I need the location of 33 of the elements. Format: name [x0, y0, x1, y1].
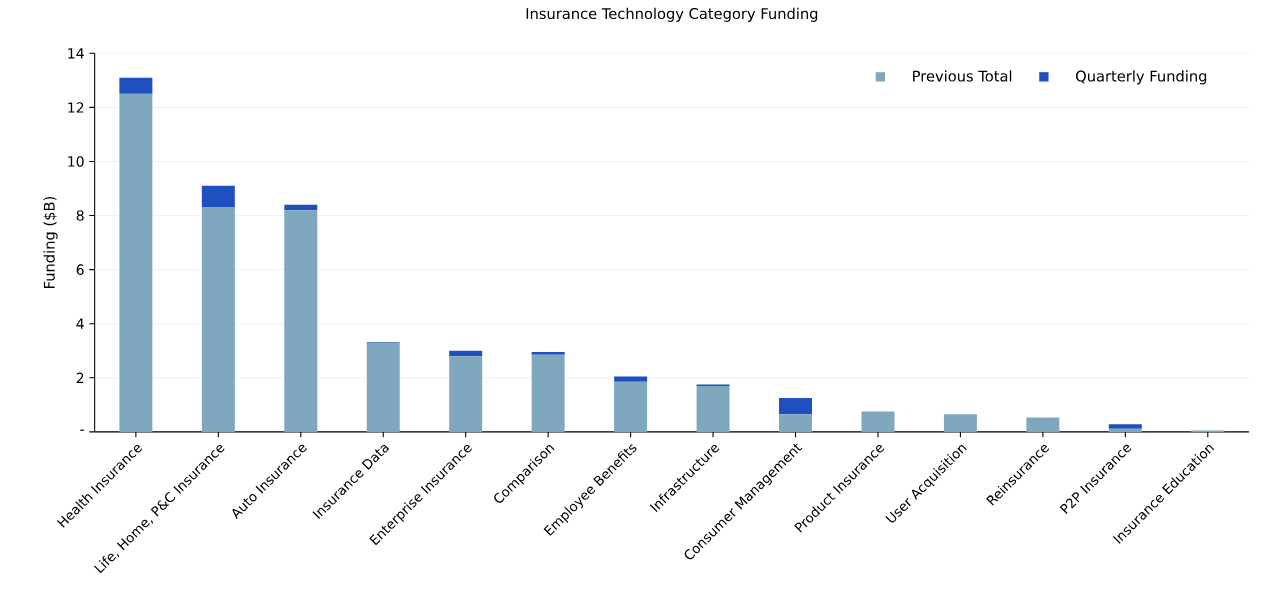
bar	[119, 77, 153, 94]
y-tick-label: 10	[68, 156, 84, 167]
y-tick-label: 2	[76, 372, 84, 384]
legend-label: Previous Total	[913, 70, 1012, 82]
bar	[861, 411, 895, 432]
legend-label: Quarterly Funding	[1076, 70, 1207, 85]
bar	[1108, 428, 1142, 432]
bar	[201, 207, 235, 432]
bar	[1026, 417, 1060, 432]
y-tick-label: 4	[76, 318, 84, 329]
bar	[943, 414, 977, 432]
y-tick-label: 14	[68, 48, 84, 59]
y-tick-label: 6	[76, 264, 84, 275]
y-tick-label: 12	[68, 102, 84, 113]
bar	[779, 414, 812, 432]
bar	[614, 376, 648, 382]
bar	[449, 350, 483, 357]
bar	[284, 210, 318, 432]
bar	[614, 381, 648, 432]
bar	[779, 398, 812, 415]
bar	[531, 352, 565, 355]
chart-title: Insurance Technology Category Funding	[526, 7, 818, 23]
bar	[201, 185, 235, 208]
bar	[1108, 424, 1142, 429]
bar	[284, 204, 318, 211]
y-tick-label: -	[80, 429, 84, 431]
y-axis-title: Funding ($B)	[43, 197, 58, 289]
bar	[366, 342, 400, 432]
bar	[119, 93, 153, 432]
bar	[449, 356, 483, 432]
bar	[531, 354, 565, 432]
y-tick-label: 8	[76, 210, 84, 221]
bar	[696, 385, 730, 432]
